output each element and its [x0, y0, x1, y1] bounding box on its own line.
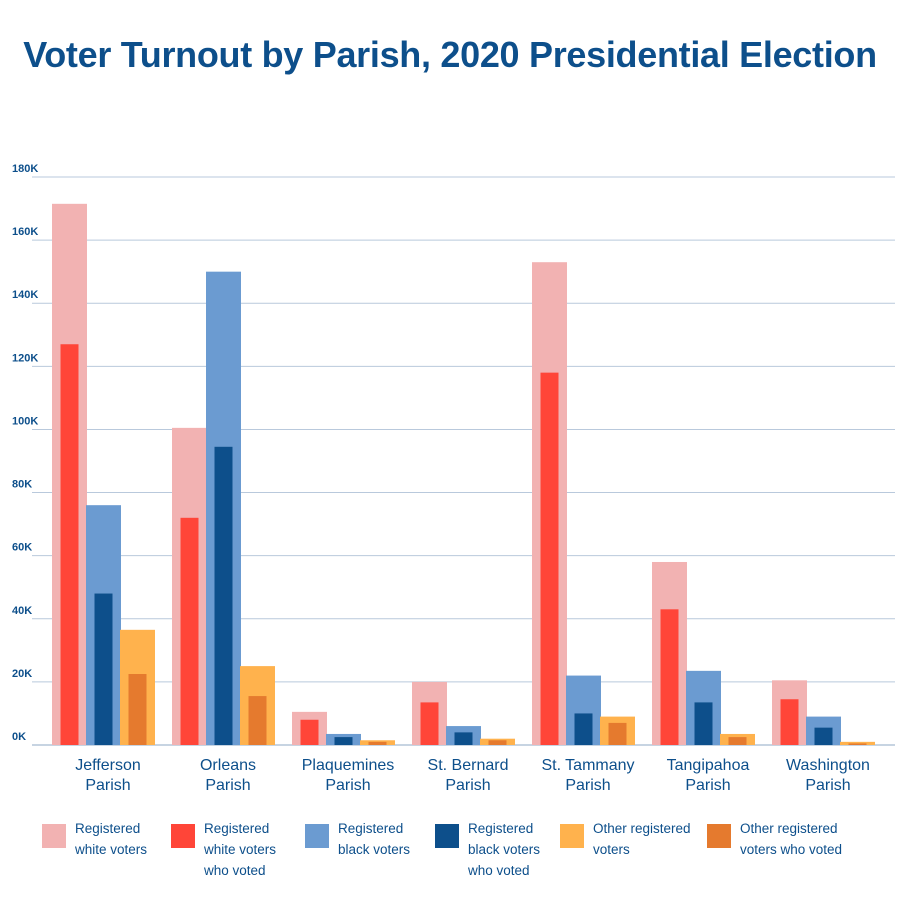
- bar-voted: [728, 737, 747, 745]
- category-label: Washington: [786, 757, 870, 774]
- legend-label: Other registered voters: [593, 821, 691, 857]
- bar-voted: [488, 740, 507, 745]
- bar-voted: [454, 732, 473, 745]
- category-label: Parish: [205, 777, 250, 794]
- bar-voted: [814, 727, 833, 745]
- bar-voted: [214, 446, 233, 745]
- legend-swatch: [42, 824, 66, 848]
- legend-swatch: [171, 824, 195, 848]
- bar-voted: [694, 702, 713, 745]
- y-tick-label: 160K: [12, 226, 38, 238]
- legend-label: Registered white voters: [75, 821, 148, 857]
- chart-title: Voter Turnout by Parish, 2020 Presidenti…: [23, 34, 877, 75]
- y-tick-label: 120K: [12, 352, 38, 364]
- category-label: St. Bernard: [428, 757, 509, 774]
- category-label: Jefferson: [75, 757, 141, 774]
- legend-swatch: [560, 824, 584, 848]
- legend-item: Registered black voters: [305, 818, 410, 860]
- bar-voted: [60, 344, 79, 745]
- legend-item: Registered white voters who voted: [171, 818, 276, 881]
- category-label: Parish: [565, 777, 610, 794]
- bar-voted: [128, 674, 147, 745]
- bar-voted: [420, 702, 439, 745]
- bar-voted: [608, 722, 627, 745]
- legend-swatch: [435, 824, 459, 848]
- y-tick-label: 80K: [12, 479, 32, 491]
- bar-voted: [574, 713, 593, 745]
- y-tick-label: 60K: [12, 542, 32, 554]
- bar-voted: [334, 737, 353, 745]
- legend-label: Registered black voters: [338, 821, 411, 857]
- legend-swatch: [305, 824, 329, 848]
- bar-voted: [540, 372, 559, 745]
- category-label: Parish: [445, 777, 490, 794]
- legend-label: Registered white voters who voted: [204, 821, 277, 878]
- bar-voted: [300, 719, 319, 745]
- bar-voted: [848, 743, 867, 745]
- bar-voted: [248, 696, 267, 745]
- category-label: Plaquemines: [302, 757, 395, 774]
- legend-label: Other registered voters who voted: [740, 821, 843, 857]
- y-tick-label: 0K: [12, 731, 26, 743]
- y-tick-label: 140K: [12, 289, 38, 301]
- bar-voted: [368, 741, 387, 745]
- category-label: Parish: [685, 777, 730, 794]
- legend-item: Other registered voters who voted: [707, 818, 842, 860]
- category-label: Orleans: [200, 757, 256, 774]
- bar-voted: [180, 517, 199, 745]
- legend-label: Registered black voters who voted: [468, 821, 541, 878]
- legend-item: Registered white voters: [42, 818, 147, 860]
- y-tick-label: 20K: [12, 668, 32, 680]
- category-label: Parish: [325, 777, 370, 794]
- y-tick-label: 180K: [12, 163, 38, 175]
- bar-voted: [780, 699, 799, 745]
- bar-chart: 0K 20K 40K 60K 80K 100K 120K 140K 160K 180K Jeffer…: [12, 163, 895, 794]
- bar-voted: [94, 593, 113, 745]
- y-tick-label: 100K: [12, 415, 38, 427]
- bar-voted: [660, 609, 679, 745]
- category-label: Parish: [85, 777, 130, 794]
- y-tick-label: 40K: [12, 605, 32, 617]
- category-label: Parish: [805, 777, 850, 794]
- legend-item: Registered black voters who voted: [435, 818, 540, 881]
- legend-swatch: [707, 824, 731, 848]
- legend: Registered white voters Registered white …: [0, 818, 900, 898]
- legend-item: Other registered voters: [560, 818, 691, 860]
- category-label: St. Tammany: [541, 757, 634, 774]
- category-label: Tangipahoa: [667, 757, 750, 774]
